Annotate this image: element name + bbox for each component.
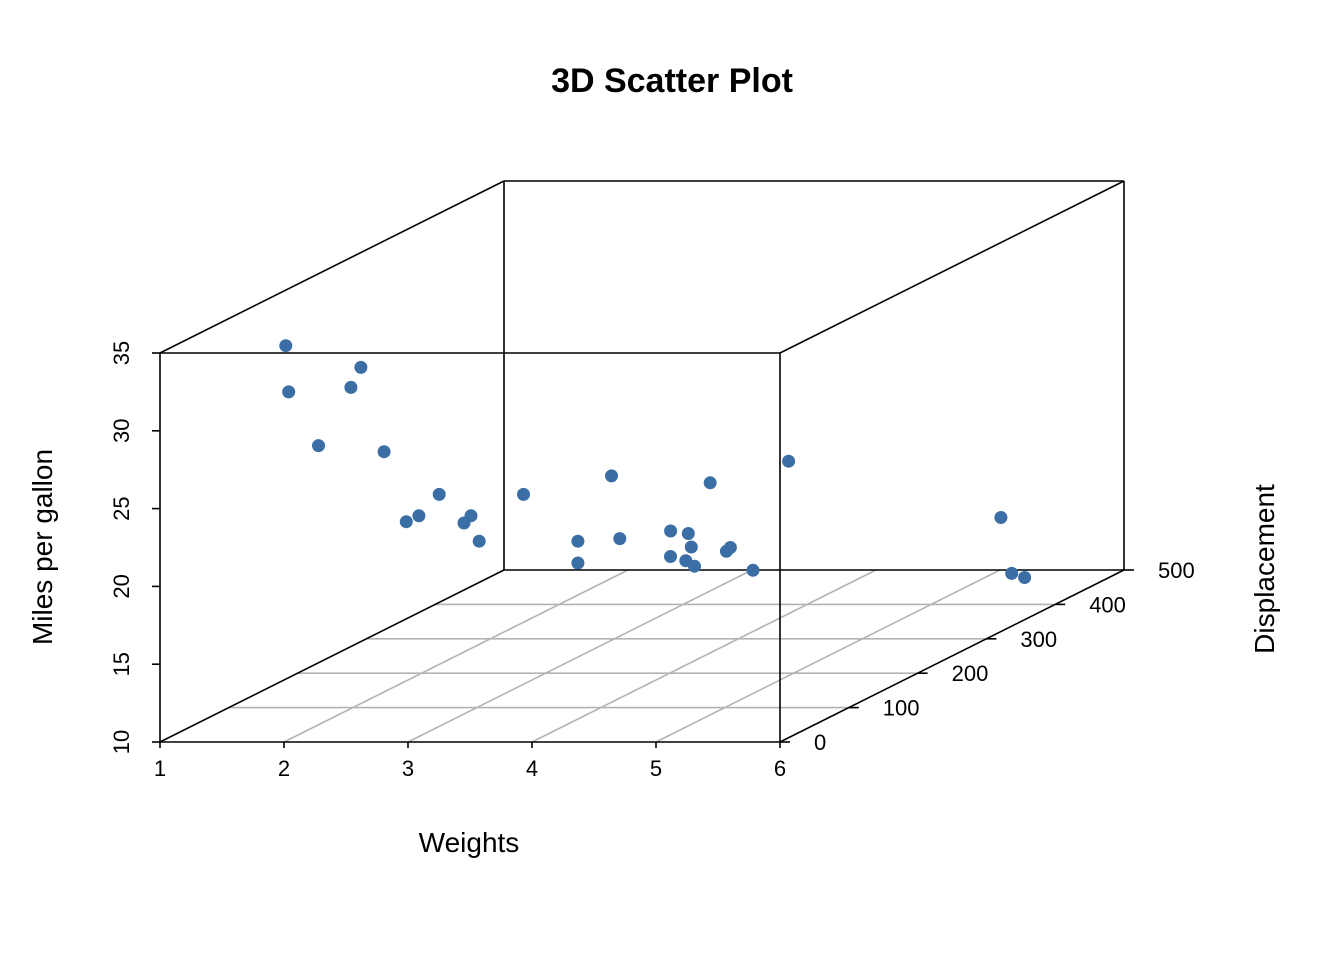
y-tick-label: 400 [1089,592,1126,617]
box-edge [159,569,505,743]
data-point [282,385,296,399]
grid-line-x [531,569,877,743]
data-point [399,515,413,529]
data-point [279,339,293,353]
x-tick-label: 2 [278,756,290,781]
x-tick-label: 5 [650,756,662,781]
data-point [377,445,391,459]
data-points [279,339,1032,584]
data-point [723,541,737,554]
chart-title: 3D Scatter Plot [551,62,793,100]
data-point [605,469,618,483]
data-point [746,563,760,577]
x-tick-label: 6 [774,756,786,781]
data-point [613,532,627,546]
y-axis-label: Displacement [1249,484,1280,654]
data-point [457,516,471,530]
data-point [472,534,486,548]
z-tick-label: 30 [109,419,134,443]
y-tick-label: 100 [883,696,920,721]
grid-layer [228,569,1056,743]
z-axis-label: Miles per gallon [27,449,58,645]
box-edge [159,180,505,354]
data-point [571,556,585,570]
data-point [432,487,446,501]
box-edge [779,569,1125,743]
data-point [354,360,368,374]
z-tick-label: 25 [109,496,134,520]
data-point [994,511,1008,524]
data-point [344,380,358,394]
z-tick-label: 20 [109,574,134,598]
data-point [684,540,698,554]
axis-ticks: 1 2 3 4 5 6 10 15 20 25 30 35 0 100 200 300 400 500 [109,341,1195,781]
y-tick-label: 200 [952,661,989,686]
z-tick-label: 35 [109,341,134,365]
data-point [1018,571,1032,584]
y-tick-label: 0 [814,730,826,755]
data-point [703,476,717,490]
x-tick-label: 4 [526,756,538,781]
data-point [688,559,701,573]
box-edge [779,180,1125,354]
data-point [412,509,426,523]
data-point [517,487,530,501]
x-tick-label: 1 [154,756,166,781]
grid-line-x [407,569,753,743]
data-point [664,550,677,563]
data-point [571,534,585,548]
z-tick-label: 10 [109,730,134,754]
data-point [681,527,695,540]
box-frame [159,180,1125,743]
x-tick-label: 3 [402,756,414,781]
grid-line-x [655,569,1001,743]
z-tick-label: 15 [109,652,134,676]
y-tick-label: 500 [1158,558,1195,583]
y-tick-label: 300 [1020,627,1057,652]
data-point [312,439,325,453]
data-point [1005,566,1019,580]
data-point [664,524,678,538]
x-axis-label: Weights [419,827,520,858]
grid-line-x [283,569,629,743]
data-point [782,454,796,468]
